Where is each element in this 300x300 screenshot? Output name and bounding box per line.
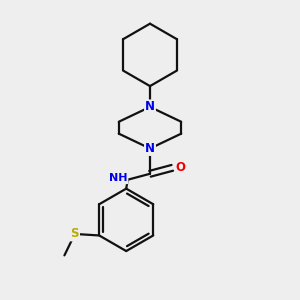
Text: NH: NH: [109, 173, 128, 183]
Text: S: S: [70, 227, 79, 241]
Text: N: N: [145, 100, 155, 113]
Text: O: O: [176, 161, 186, 174]
Text: N: N: [145, 142, 155, 155]
